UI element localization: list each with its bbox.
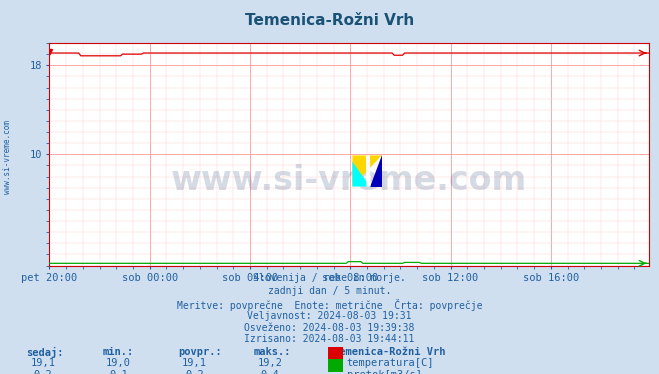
Polygon shape xyxy=(353,155,382,187)
Text: 0,4: 0,4 xyxy=(261,370,279,374)
Text: Temenica-Rožni Vrh: Temenica-Rožni Vrh xyxy=(333,347,445,357)
Text: 19,1: 19,1 xyxy=(182,358,207,368)
Text: Slovenija / reke in morje.: Slovenija / reke in morje. xyxy=(253,273,406,283)
Polygon shape xyxy=(366,155,370,187)
Text: pretok[m3/s]: pretok[m3/s] xyxy=(347,370,422,374)
Text: Izrisano: 2024-08-03 19:44:11: Izrisano: 2024-08-03 19:44:11 xyxy=(244,334,415,344)
Text: 19,0: 19,0 xyxy=(106,358,131,368)
Polygon shape xyxy=(353,162,370,187)
Text: 0,1: 0,1 xyxy=(109,370,128,374)
Text: povpr.:: povpr.: xyxy=(178,347,221,357)
Text: maks.:: maks.: xyxy=(254,347,291,357)
Text: www.si-vreme.com: www.si-vreme.com xyxy=(171,165,527,197)
Text: 19,1: 19,1 xyxy=(30,358,55,368)
Text: temperatura[C]: temperatura[C] xyxy=(347,358,434,368)
Text: 19,2: 19,2 xyxy=(258,358,283,368)
Text: Meritve: povprečne  Enote: metrične  Črta: povprečje: Meritve: povprečne Enote: metrične Črta:… xyxy=(177,299,482,311)
Text: zadnji dan / 5 minut.: zadnji dan / 5 minut. xyxy=(268,286,391,296)
Text: 0,2: 0,2 xyxy=(185,370,204,374)
Text: 0,2: 0,2 xyxy=(34,370,52,374)
Text: Veljavnost: 2024-08-03 19:31: Veljavnost: 2024-08-03 19:31 xyxy=(247,311,412,321)
Text: sedaj:: sedaj: xyxy=(26,347,64,358)
Text: www.si-vreme.com: www.si-vreme.com xyxy=(3,120,13,194)
Text: Osveženo: 2024-08-03 19:39:38: Osveženo: 2024-08-03 19:39:38 xyxy=(244,323,415,333)
Polygon shape xyxy=(370,155,382,187)
Text: Temenica-Rožni Vrh: Temenica-Rožni Vrh xyxy=(245,13,414,28)
Text: min.:: min.: xyxy=(102,347,133,357)
